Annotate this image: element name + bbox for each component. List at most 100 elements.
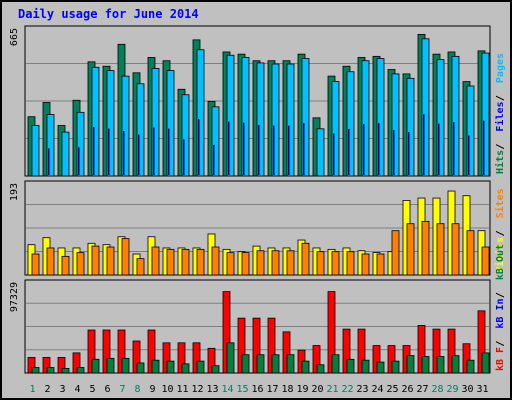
bar-mid-sites-day-19	[301, 242, 310, 276]
bar-bottom-kb-out-day-18	[286, 354, 295, 374]
bar-mid-sites-day-10	[166, 248, 175, 276]
legend-bottom-separator: /	[495, 341, 506, 347]
bar-mid-sites-day-24	[376, 253, 385, 276]
bar-bottom-kb-out-day-23	[361, 359, 370, 374]
bar-bottom-kb-out-day-13	[211, 365, 220, 374]
bar-top-files-day-23	[361, 60, 370, 177]
bar-bottom-kb-out-day-26	[406, 355, 415, 374]
bar-bottom-kb-f-day-7	[117, 329, 126, 374]
bar-bottom-kb-f-day-5	[87, 329, 96, 374]
x-tick-label-day-16: 16	[251, 384, 263, 395]
bar-top-pages-day-2	[48, 148, 50, 175]
bar-top-files-day-4	[76, 111, 85, 177]
bar-top-files-day-10	[166, 70, 175, 177]
bar-top-files-day-18	[286, 63, 295, 177]
bar-bottom-kb-out-day-25	[391, 360, 400, 374]
bar-top-pages-day-5	[93, 127, 95, 175]
legend-bottom-separator: /	[495, 292, 506, 298]
x-tick-label-day-15: 15	[236, 384, 248, 395]
bar-top-files-day-27	[421, 38, 430, 177]
bar-bottom-kb-out-day-3	[61, 368, 70, 374]
bar-bottom-kb-f-day-9	[147, 329, 156, 374]
bar-top-files-day-26	[406, 77, 415, 177]
bar-bottom-kb-out-day-11	[181, 363, 190, 374]
bar-bottom-kb-f-day-23	[357, 328, 366, 374]
bar-mid-sites-day-28	[436, 223, 445, 276]
x-tick-label-day-25: 25	[386, 384, 398, 395]
bar-top-files-day-2	[46, 114, 55, 177]
bar-bottom-kb-out-day-5	[91, 358, 100, 374]
x-tick-label-day-5: 5	[89, 384, 95, 395]
x-tick-label-day-4: 4	[74, 384, 80, 395]
bar-bottom-kb-f-day-27	[417, 325, 426, 374]
x-tick-label-day-30: 30	[461, 384, 473, 395]
bar-bottom-kb-out-day-22	[346, 358, 355, 374]
bar-top-pages-day-13	[213, 144, 215, 175]
bar-top-pages-day-9	[153, 127, 155, 175]
bar-bottom-kb-out-day-10	[166, 360, 175, 374]
bar-bottom-kb-f-day-22	[342, 328, 351, 374]
bar-top-pages-day-15	[243, 122, 245, 175]
bar-top-pages-day-16	[258, 125, 260, 175]
bar-top-pages-day-21	[333, 133, 335, 175]
x-tick-label-day-20: 20	[311, 384, 323, 395]
bar-bottom-kb-f-day-11	[177, 342, 186, 374]
x-tick-label-day-18: 18	[281, 384, 293, 395]
bar-bottom-kb-out-day-12	[196, 360, 205, 374]
x-tick-label-day-29: 29	[446, 384, 458, 395]
bar-mid-sites-day-31	[481, 246, 490, 276]
bar-bottom-kb-f-day-28	[432, 328, 441, 374]
x-tick-label-day-22: 22	[341, 384, 353, 395]
bar-bottom-kb-f-day-6	[102, 329, 111, 374]
x-tick-label-day-23: 23	[356, 384, 368, 395]
bar-top-pages-day-23	[363, 124, 365, 175]
bar-top-pages-day-29	[453, 122, 455, 175]
bar-top-pages-day-25	[393, 130, 395, 175]
x-tick-label-day-31: 31	[476, 384, 488, 395]
bar-top-files-day-1	[31, 125, 40, 177]
legend-bottom-kb-out: kB Out	[495, 244, 506, 280]
bar-mid-sites-day-17	[271, 250, 280, 276]
x-tick-label-day-9: 9	[149, 384, 155, 395]
bar-bottom-kb-f-day-29	[447, 328, 456, 374]
legend-bottom-kb-in: kB In	[495, 298, 506, 328]
bar-bottom-kb-out-day-2	[46, 367, 55, 374]
bar-top-pages-day-28	[438, 123, 440, 175]
bar-bottom-kb-f-day-4	[72, 352, 81, 374]
bar-top-pages-day-26	[408, 132, 410, 175]
bar-bottom-kb-out-day-31	[481, 352, 490, 374]
bar-bottom-kb-out-day-27	[421, 356, 430, 374]
bar-top-files-day-7	[121, 75, 130, 177]
bar-bottom-kb-out-day-8	[136, 362, 145, 374]
x-tick-label-day-13: 13	[206, 384, 218, 395]
bar-mid-sites-day-2	[46, 247, 55, 276]
bar-bottom-kb-out-day-21	[331, 354, 340, 374]
bar-bottom-kb-f-day-15	[237, 317, 246, 374]
x-tick-label-day-24: 24	[371, 384, 383, 395]
bar-bottom-kb-out-day-16	[256, 354, 265, 374]
panel-bottom-scale-label: 97329	[9, 282, 20, 312]
bar-bottom-kb-out-day-9	[151, 359, 160, 374]
bar-top-files-day-31	[481, 52, 490, 177]
bar-mid-sites-day-12	[196, 248, 205, 276]
bar-top-pages-day-11	[183, 139, 185, 175]
bar-top-pages-day-10	[168, 128, 170, 175]
bar-mid-sites-day-5	[91, 245, 100, 276]
panel-top-scale-label: 665	[9, 28, 20, 46]
bar-bottom-kb-out-day-24	[376, 361, 385, 374]
bar-top-pages-day-18	[288, 125, 290, 175]
bar-top-pages-day-4	[78, 147, 80, 175]
bar-mid-sites-day-30	[466, 230, 475, 276]
legend-mid-visits: Visits	[494, 237, 506, 273]
bar-bottom-kb-out-day-17	[271, 354, 280, 374]
bar-bottom-kb-f-day-10	[162, 342, 171, 374]
bar-top-files-day-6	[106, 70, 115, 177]
bar-bottom-kb-out-day-7	[121, 357, 130, 374]
bar-mid-sites-day-11	[181, 248, 190, 276]
x-tick-label-day-21: 21	[326, 384, 338, 395]
x-tick-label-day-11: 11	[176, 384, 188, 395]
bar-top-pages-day-19	[303, 123, 305, 175]
bar-top-files-day-25	[391, 73, 400, 177]
bar-top-files-day-29	[451, 55, 460, 177]
